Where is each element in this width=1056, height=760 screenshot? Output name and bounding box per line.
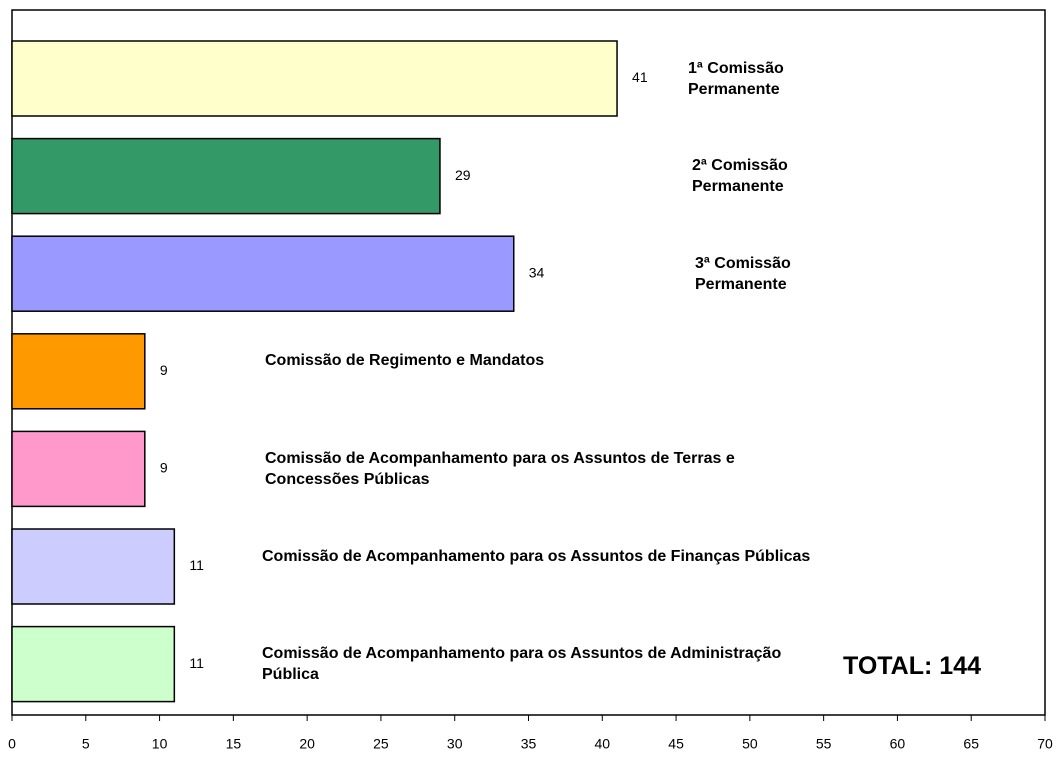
x-tick-label: 5 (82, 736, 90, 752)
x-tick-label: 30 (447, 736, 463, 752)
bar (11, 40, 618, 117)
category-label: Comissão de Acompanhamento para os Assun… (262, 547, 811, 565)
x-tick-label: 20 (299, 736, 315, 752)
category-label: Comissão de Regimento e Mandatos (265, 352, 545, 370)
category-label: 1ª Comissão Permanente (688, 59, 784, 98)
bar (11, 235, 515, 312)
category-label: Comissão de Acompanhamento para os Assun… (265, 449, 735, 488)
x-tick-label: 55 (816, 736, 832, 752)
bar (11, 333, 146, 410)
category-label: 2ª Comissão Permanente (692, 157, 788, 196)
annotation: TOTAL: 144 (843, 652, 981, 680)
value-label: 9 (160, 460, 168, 476)
x-tick-label: 40 (594, 736, 610, 752)
value-label: 41 (632, 69, 648, 85)
bar (11, 625, 176, 703)
category-label: 3ª Comissão Permanente (695, 254, 791, 293)
value-label: 29 (455, 167, 471, 183)
x-tick-label: 45 (668, 736, 684, 752)
value-label: 9 (160, 362, 168, 378)
bar (11, 137, 441, 215)
bar (11, 430, 146, 508)
x-tick-label: 35 (521, 736, 537, 752)
x-tick-label: 25 (373, 736, 389, 752)
value-label: 11 (189, 655, 204, 671)
x-tick-label: 70 (1037, 736, 1053, 752)
bar (11, 528, 176, 605)
x-tick-label: 0 (8, 736, 16, 752)
x-tick-label: 50 (742, 736, 758, 752)
x-tick-label: 65 (963, 736, 979, 752)
x-tick-label: 60 (890, 736, 906, 752)
x-tick-label: 15 (226, 736, 242, 752)
category-label: Comissão de Acompanhamento para os Assun… (262, 645, 782, 684)
value-label: 34 (529, 264, 545, 280)
x-tick-label: 10 (152, 736, 168, 752)
value-label: 11 (189, 557, 204, 573)
